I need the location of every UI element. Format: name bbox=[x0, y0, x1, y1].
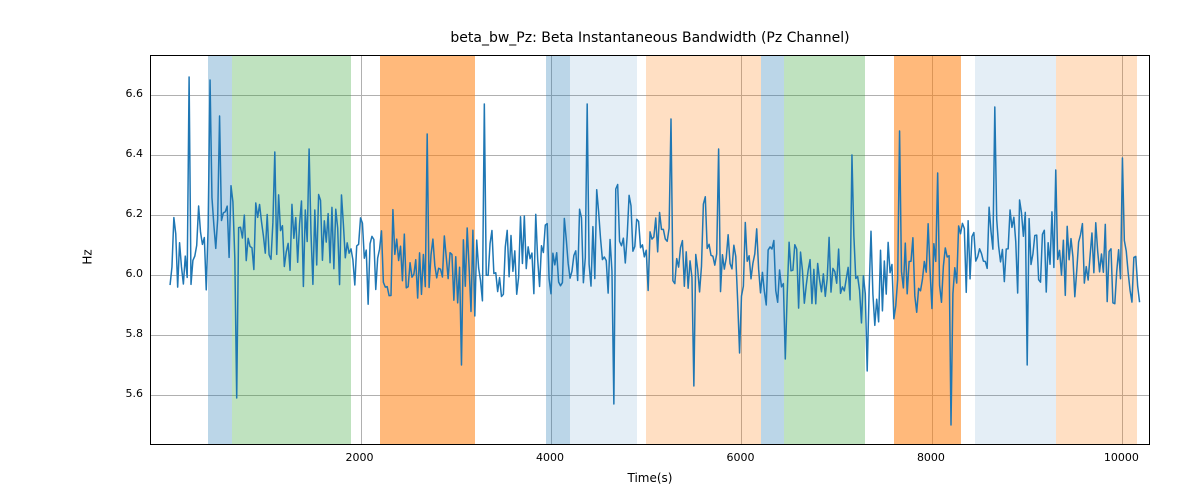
gridline-v bbox=[361, 56, 362, 444]
ytick-label: 6.0 bbox=[105, 267, 143, 280]
shaded-region bbox=[1056, 56, 1137, 444]
shaded-region bbox=[975, 56, 1056, 444]
y-axis-label: Hz bbox=[81, 249, 95, 264]
chart-title: beta_bw_Pz: Beta Instantaneous Bandwidth… bbox=[150, 30, 1150, 46]
ytick-label: 6.4 bbox=[105, 147, 143, 160]
shaded-region bbox=[232, 56, 351, 444]
shaded-region bbox=[784, 56, 865, 444]
xtick-label: 2000 bbox=[335, 451, 385, 464]
xtick-label: 8000 bbox=[906, 451, 956, 464]
axes-frame bbox=[150, 55, 1150, 445]
figure: beta_bw_Pz: Beta Instantaneous Bandwidth… bbox=[0, 0, 1200, 500]
shaded-region bbox=[646, 56, 760, 444]
shaded-region bbox=[208, 56, 232, 444]
x-axis-label: Time(s) bbox=[150, 471, 1150, 485]
ytick-label: 5.8 bbox=[105, 327, 143, 340]
xtick-label: 4000 bbox=[525, 451, 575, 464]
shaded-region bbox=[380, 56, 475, 444]
shaded-region bbox=[894, 56, 961, 444]
shaded-region bbox=[570, 56, 637, 444]
xtick-label: 10000 bbox=[1096, 451, 1146, 464]
shaded-region bbox=[546, 56, 570, 444]
xtick-label: 6000 bbox=[715, 451, 765, 464]
ytick-label: 6.2 bbox=[105, 207, 143, 220]
ytick-label: 5.6 bbox=[105, 387, 143, 400]
shaded-region bbox=[761, 56, 785, 444]
ytick-label: 6.6 bbox=[105, 87, 143, 100]
